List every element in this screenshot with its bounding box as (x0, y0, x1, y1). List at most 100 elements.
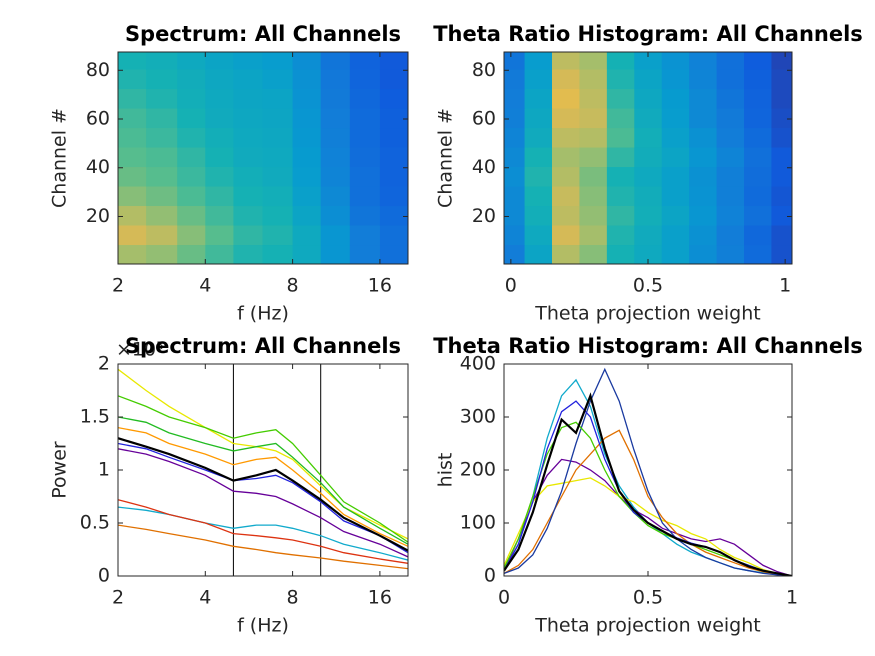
heatmap-cell (689, 127, 718, 148)
heatmap-cell (579, 127, 608, 148)
series-line (118, 524, 408, 570)
heatmap-cell (552, 52, 580, 70)
heatmap-cell (524, 108, 553, 129)
heatmap-cell (233, 244, 264, 264)
heatmap-cell (771, 186, 792, 207)
heatmap-cell (379, 244, 408, 264)
heatmap-cell (579, 147, 608, 168)
heatmap-cell (320, 205, 351, 226)
heatmap-cell (771, 205, 792, 226)
heatmap-cell (524, 205, 553, 226)
heatmap-cell (606, 186, 635, 207)
heatmap-cell (320, 69, 351, 90)
heatmap-cell (552, 108, 580, 129)
heatmap-cell (177, 186, 206, 207)
heatmap-cell (177, 166, 206, 187)
heatmap-cell (579, 69, 608, 90)
heatmap-cell (320, 225, 351, 246)
series-line (504, 378, 792, 576)
y-tick-label: 0.5 (80, 512, 110, 534)
heatmap-cell (689, 166, 718, 187)
heatmap-cell (292, 244, 322, 264)
heatmap-cell (320, 52, 351, 70)
y-tick-label: 0 (484, 565, 496, 587)
x-tick-label: 4 (199, 275, 211, 297)
heatmap-cell (118, 69, 147, 90)
heatmap-cell (689, 205, 718, 226)
y-tick-label: 20 (86, 205, 110, 227)
heatmap-cell (379, 127, 408, 148)
heatmap-cell (744, 244, 772, 264)
x-tick-label: 0 (505, 275, 517, 297)
heatmap-cell (552, 88, 580, 109)
heatmap-cell (634, 69, 663, 90)
chart-title: Theta Ratio Histogram: All Channels (433, 22, 863, 46)
heatmap-cell (320, 88, 351, 109)
heatmap-cell (349, 225, 381, 246)
heatmap-cell (771, 225, 792, 246)
heatmap-cell (634, 108, 663, 129)
heatmap-cell (661, 244, 690, 264)
y-tick-label: 40 (472, 156, 496, 178)
heatmap-cell (292, 186, 322, 207)
heatmap-cell (634, 127, 663, 148)
y-tick-label: 300 (460, 406, 496, 428)
x-axis-label: Theta projection weight (534, 303, 760, 325)
heatmap-cell (233, 52, 264, 70)
heatmap-cell (146, 88, 178, 109)
heatmap-cell (177, 88, 206, 109)
heatmap-cell (146, 108, 178, 129)
y-exponent-label: ×10⁵ (116, 339, 164, 361)
x-axis-label: f (Hz) (237, 615, 289, 637)
heatmap-cell (262, 69, 294, 90)
heatmap-cell (771, 108, 792, 129)
heatmap-cell (689, 244, 718, 264)
heatmap-cell (771, 69, 792, 90)
heatmap-cell (771, 52, 792, 70)
y-tick-label: 20 (472, 205, 496, 227)
heatmap-cell (118, 52, 147, 70)
heatmap-cell (552, 225, 580, 246)
heatmap-cell (744, 147, 772, 168)
heatmap-cell (606, 52, 635, 70)
x-tick-label: 0.5 (633, 275, 663, 297)
heatmap-cell (349, 88, 381, 109)
series-line (118, 442, 408, 554)
heatmap-cell (606, 88, 635, 109)
heatmap-cell (744, 52, 772, 70)
heatmap-cell (349, 244, 381, 264)
heatmap-cell (262, 186, 294, 207)
y-tick-label: 0 (98, 565, 110, 587)
heatmap-cell (379, 147, 408, 168)
x-tick-label: 1 (786, 587, 798, 609)
heatmap-cell (205, 205, 234, 226)
heatmap-cell (177, 147, 206, 168)
x-tick-label: 0 (498, 587, 510, 609)
heatmap-cell (262, 244, 294, 264)
heatmap-cell (661, 147, 690, 168)
y-tick-label: 400 (460, 353, 496, 375)
heatmap-cell (233, 147, 264, 168)
heatmap-cell (771, 127, 792, 148)
y-axis-label: Channel # (435, 108, 457, 208)
heatmap-cell (579, 205, 608, 226)
heatmap-cell (146, 205, 178, 226)
heatmap-cell (661, 108, 690, 129)
y-tick-label: 80 (86, 59, 110, 81)
heatmap-cell (716, 108, 745, 129)
heatmap-cell (689, 88, 718, 109)
heatmap-cell (689, 52, 718, 70)
heatmap-cell (771, 166, 792, 187)
heatmap-cell (379, 108, 408, 129)
heatmap-cell (606, 147, 635, 168)
heatmap-cell (118, 205, 147, 226)
heatmap-cell (118, 166, 147, 187)
heatmap-cell (205, 69, 234, 90)
heatmap-cell (524, 69, 553, 90)
heatmap-cell (292, 147, 322, 168)
heatmap-cell (262, 225, 294, 246)
x-tick-label: 4 (199, 587, 211, 609)
heatmap-cell (524, 52, 553, 70)
heatmap-cell (233, 186, 264, 207)
